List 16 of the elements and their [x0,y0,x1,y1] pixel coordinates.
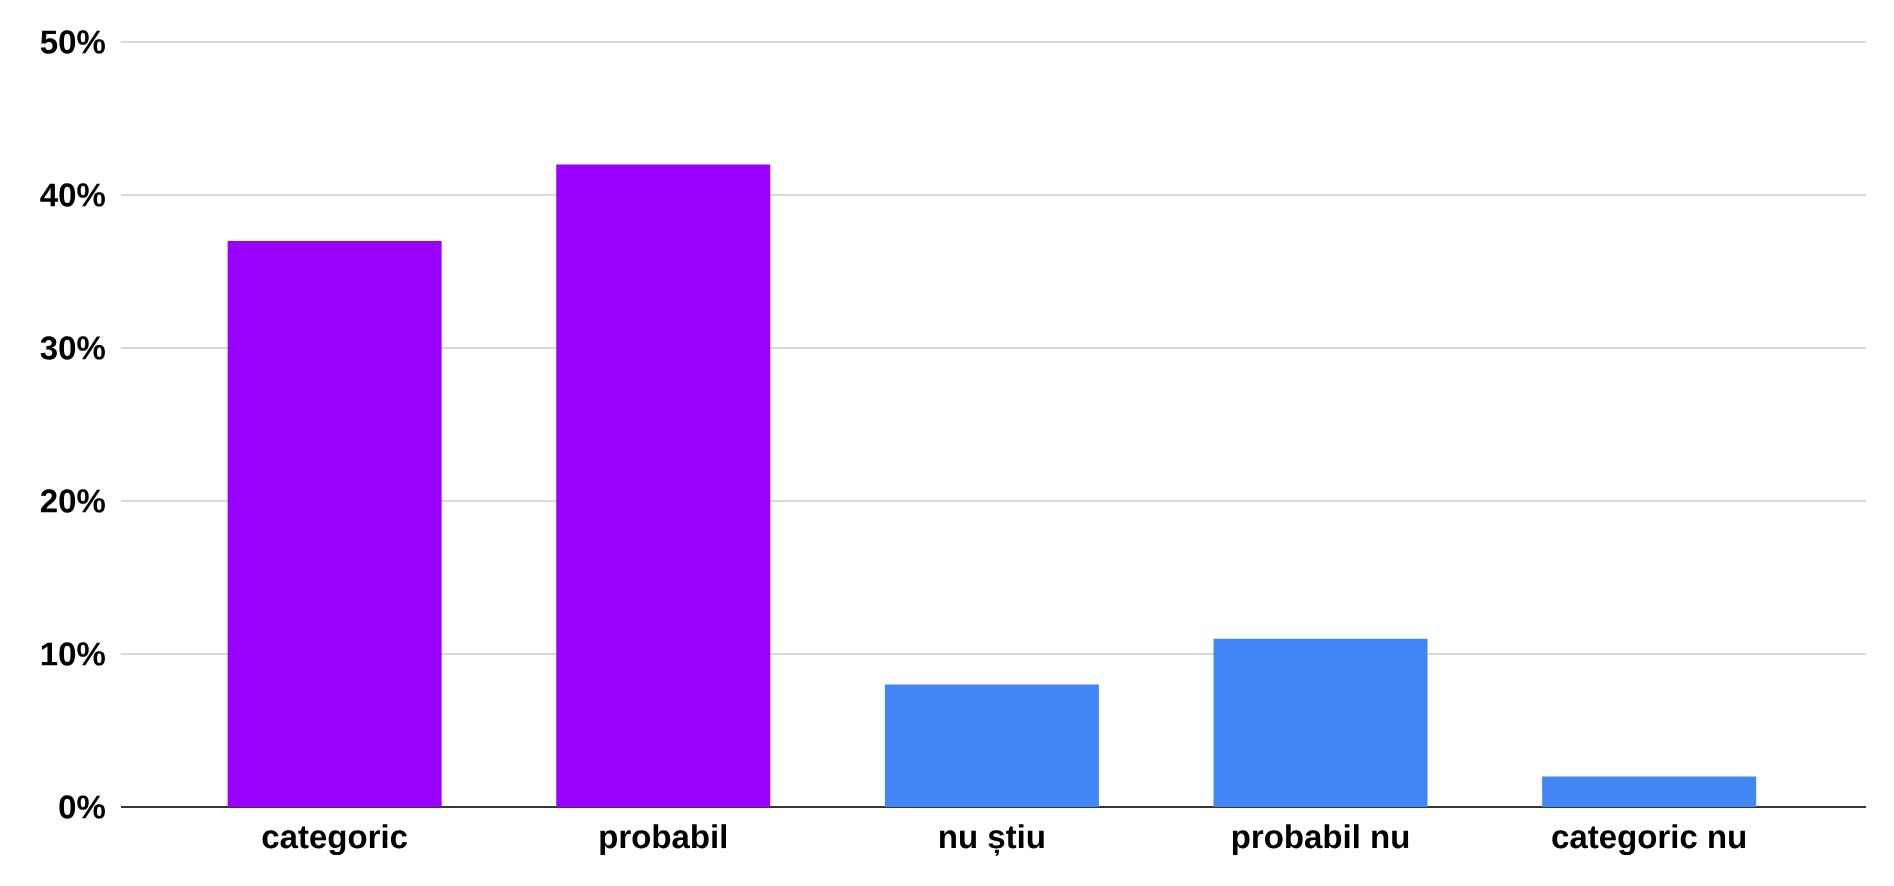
y-tick-label: 40% [40,183,105,207]
bar [227,240,442,807]
x-tick-label: categoric nu [1552,824,1746,856]
bar [1213,638,1428,807]
x-tick-label: categoric [262,824,408,856]
y-tick-label: 20% [40,489,105,513]
bar [556,164,771,807]
y-tick-label: 0% [59,795,105,819]
y-tick-label: 30% [40,336,105,360]
x-tick-label: probabil [600,824,727,855]
x-tick-label: probabil nu [1232,824,1409,855]
bar [1542,776,1757,807]
y-tick-label: 50% [40,30,105,54]
y-tick-label: 10% [41,642,105,666]
x-tick-label: nu știu [939,824,1044,856]
bar [884,684,1099,807]
